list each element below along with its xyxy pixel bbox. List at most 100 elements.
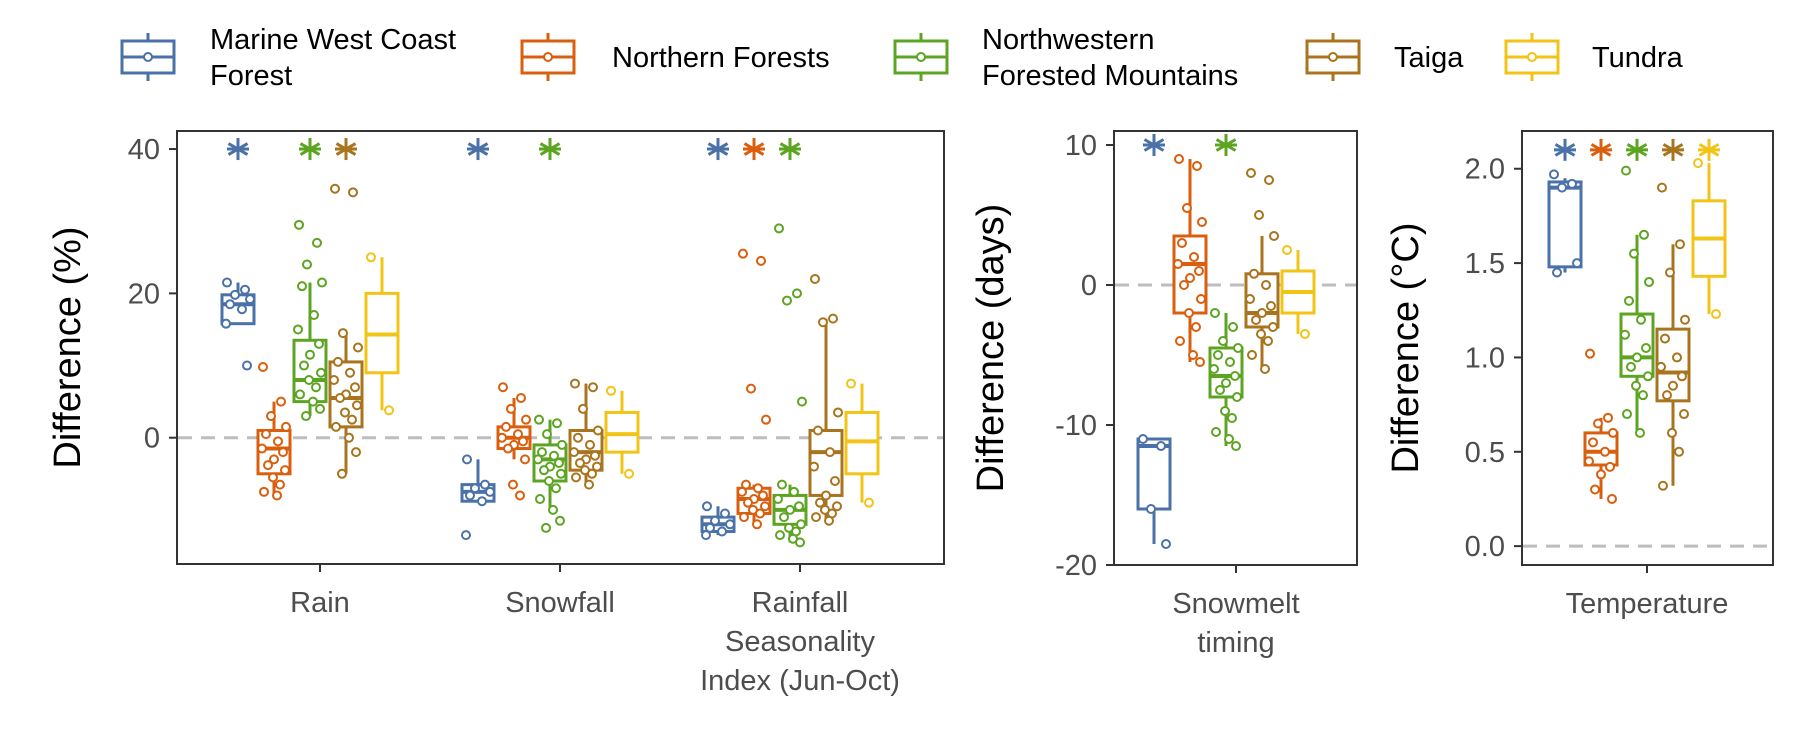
y-tick-label: 0	[144, 423, 160, 455]
legend-item: Tundra	[1504, 33, 1684, 81]
data-point	[1674, 446, 1684, 457]
data-point	[340, 407, 350, 418]
data-point	[515, 490, 525, 501]
data-point	[1658, 480, 1668, 491]
data-point	[333, 356, 343, 367]
data-point	[348, 187, 358, 198]
data-point	[705, 522, 715, 533]
data-point	[347, 414, 357, 425]
boxplot-group	[568, 378, 604, 490]
data-point	[761, 414, 771, 425]
data-point	[345, 367, 355, 378]
legend-label: Marine West Coast	[210, 24, 456, 56]
data-point	[1220, 406, 1230, 416]
data-point	[225, 299, 235, 310]
data-point	[578, 403, 588, 414]
y-tick-label: 0.0	[1465, 531, 1505, 563]
data-point	[272, 490, 282, 501]
data-point	[1188, 350, 1198, 360]
data-point	[1261, 280, 1271, 290]
data-point	[1605, 461, 1615, 472]
boxplot-group	[1691, 138, 1727, 320]
data-point	[1621, 165, 1631, 176]
data-point	[797, 396, 807, 407]
legend-label: Northwestern	[982, 24, 1154, 56]
significance-asterisk	[1554, 138, 1576, 161]
data-point	[533, 454, 543, 465]
y-tick-label: 20	[128, 278, 160, 310]
data-point	[1260, 364, 1270, 374]
data-point	[1593, 418, 1603, 429]
data-point	[331, 421, 341, 432]
data-point	[584, 479, 594, 490]
data-point	[592, 461, 602, 472]
data-point	[773, 494, 783, 505]
data-point	[864, 497, 874, 508]
boxplot-group	[328, 138, 364, 479]
data-point	[544, 476, 554, 487]
data-point	[276, 396, 286, 407]
significance-asterisk	[1626, 138, 1648, 161]
data-point	[309, 310, 319, 321]
data-point	[753, 483, 763, 494]
data-point	[278, 447, 288, 458]
data-point	[352, 400, 362, 411]
boxplot-group	[604, 385, 640, 479]
legend-key-point	[543, 52, 553, 62]
data-point	[738, 248, 748, 259]
data-point	[815, 497, 825, 508]
data-point	[825, 447, 835, 458]
boxplot-group	[736, 138, 772, 530]
x-category-label: Rainfall	[752, 587, 849, 619]
data-point	[317, 277, 327, 288]
data-point	[777, 479, 787, 490]
data-point	[548, 504, 558, 515]
data-point	[353, 342, 363, 353]
data-point	[257, 443, 267, 454]
data-point	[308, 396, 318, 407]
data-point	[720, 508, 730, 519]
boxplot-group	[844, 378, 880, 508]
data-point	[1231, 441, 1241, 451]
legend-item: Taiga	[1305, 33, 1464, 81]
data-point	[506, 403, 516, 414]
data-point	[240, 284, 250, 295]
data-point	[1146, 504, 1156, 514]
data-point	[498, 382, 508, 393]
data-point	[1631, 380, 1641, 391]
data-point	[1567, 178, 1577, 189]
data-point	[832, 501, 842, 512]
data-point	[1693, 158, 1703, 169]
data-point	[1174, 154, 1184, 164]
data-point	[1256, 329, 1266, 339]
panel-precipitation: 0 20 40 Difference (%) Rain Snowfall Rainfall S…	[47, 130, 945, 697]
data-point	[554, 457, 564, 468]
significance-asterisk	[779, 138, 801, 161]
data-point	[1608, 427, 1618, 438]
data-point	[746, 383, 756, 394]
data-point	[737, 486, 747, 497]
significance-asterisk	[1215, 134, 1237, 156]
data-point	[1254, 210, 1264, 220]
data-point	[465, 490, 475, 501]
data-point	[794, 501, 804, 512]
data-point	[1657, 182, 1667, 193]
data-point	[1194, 266, 1204, 276]
legend-label: Northern Forests	[612, 42, 830, 74]
data-point	[1221, 378, 1231, 388]
boxplot-group	[1172, 154, 1208, 367]
data-point	[230, 289, 240, 300]
data-point	[542, 429, 552, 440]
boxplot-group	[460, 138, 496, 541]
data-point	[569, 447, 579, 458]
boxplot-group	[364, 252, 400, 416]
data-point	[1660, 333, 1670, 344]
data-point	[338, 328, 348, 339]
box	[1136, 437, 1172, 511]
data-point	[1225, 357, 1235, 367]
significance-asterisk	[743, 138, 765, 161]
data-point	[590, 450, 600, 461]
data-point	[792, 288, 802, 299]
data-point	[305, 349, 315, 360]
